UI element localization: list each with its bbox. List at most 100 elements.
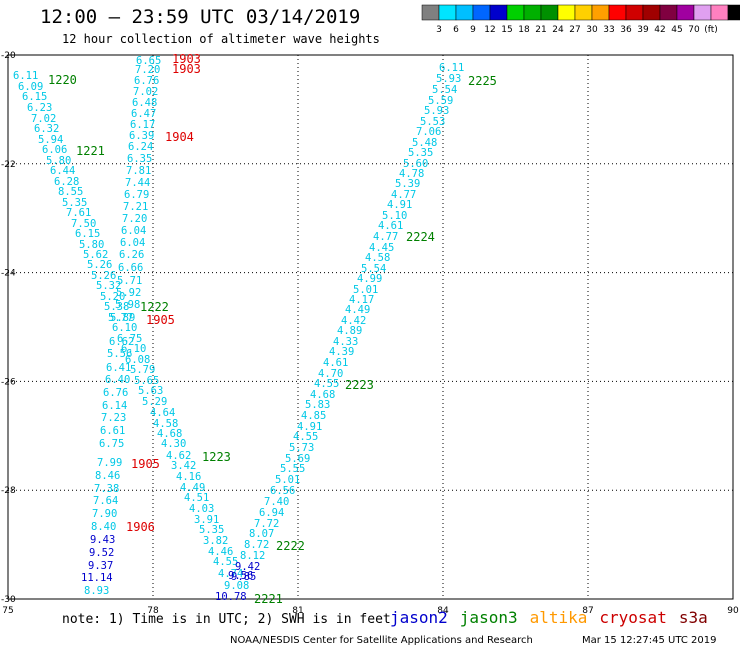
track-C: 6.115.935.545.595.935.537.065.485.355.60… (231, 62, 497, 606)
lon-tick-label: 84 (437, 606, 449, 616)
colorbar-label: 18 (518, 25, 530, 35)
colorbar-swatch (693, 4, 712, 21)
wave-height-label: 4.55 (293, 431, 318, 443)
wave-height-label: 5.35 (62, 197, 87, 209)
time-label: 2222 (276, 539, 305, 553)
wave-height-label: 7.21 (123, 201, 148, 213)
wave-height-label: 4.30 (161, 438, 186, 450)
wave-height-label: 5.54 (361, 263, 386, 275)
wave-height-label: 4.74 (218, 568, 243, 580)
wave-height-label: 8.40 (91, 521, 116, 533)
wave-height-label: 7.72 (254, 518, 279, 530)
wave-height-label: 8.46 (95, 470, 120, 482)
satellite-legend-item: jason3 (459, 608, 518, 627)
wave-height-label: 6.75 (99, 438, 124, 450)
wave-height-label: 6.75 (117, 333, 142, 345)
wave-height-label: 8.07 (249, 528, 274, 540)
wave-height-label: 4.55 (314, 378, 339, 390)
wave-height-label: 6.79 (124, 189, 149, 201)
colorbar-swatch (676, 4, 695, 21)
lat-tick-label: -20 (1, 51, 16, 61)
wave-height-label: 6.62 (109, 336, 134, 348)
colorbar-label: 70 (688, 25, 700, 35)
colorbar-label: 45 (671, 25, 682, 35)
wave-height-label: 8.93 (84, 585, 109, 597)
wave-height-label: 9.42 (235, 561, 260, 573)
wave-height-label: 7.99 (97, 457, 122, 469)
time-label: 2224 (406, 230, 435, 244)
lon-tick-label: 78 (147, 606, 159, 616)
colorbar-swatch (727, 4, 740, 21)
wave-height-label: 5.83 (305, 399, 330, 411)
lat-tick-label: -28 (1, 486, 16, 496)
lat-tick-label: -30 (1, 595, 16, 605)
colorbar-label: (ft) (704, 25, 718, 35)
colorbar-label: 21 (535, 25, 546, 35)
wave-height-label: 5.98 (115, 299, 140, 311)
wave-height-label: 4.70 (318, 368, 343, 380)
colorbar-label: 15 (501, 25, 512, 35)
wave-height-label: 5.59 (428, 95, 453, 107)
wave-height-label: 5.60 (403, 158, 428, 170)
wave-height-label: 5.01 (275, 474, 300, 486)
wave-height-label: 6.61 (100, 425, 125, 437)
wave-height-label: 5.73 (289, 442, 314, 454)
wave-height-label: 6.15 (75, 228, 100, 240)
generated-timestamp: Mar 15 12:27:45 UTC 2019 (582, 635, 717, 646)
wave-height-label: 7.06 (416, 126, 441, 138)
wave-height-label: 6.48 (132, 97, 157, 109)
colorbar-label: 36 (620, 25, 632, 35)
wave-height-label: 6.10 (121, 343, 146, 355)
wave-height-label: 4.89 (337, 325, 362, 337)
wave-height-label: 6.11 (439, 62, 464, 74)
wave-height-label: 9.85 (231, 571, 256, 583)
wave-height-label: 4.99 (357, 273, 382, 285)
wave-height-label: 4.33 (333, 336, 358, 348)
time-label: 1905 (146, 313, 175, 327)
wave-height-label: 5.63 (138, 385, 163, 397)
wave-height-label: 7.40 (264, 496, 289, 508)
wave-height-label: 4.91 (297, 421, 322, 433)
wave-height-label: 7.23 (101, 412, 126, 424)
satellite-legend-item: cryosat (599, 608, 667, 627)
wave-height-label: 10.78 (215, 591, 247, 603)
satellite-legend-item: s3a (678, 608, 708, 627)
wave-height-label: 5.10 (382, 210, 407, 222)
wave-height-label: 5.54 (432, 84, 457, 96)
wave-height-label: 8.55 (58, 186, 83, 198)
wave-height-label: 11.14 (81, 572, 113, 584)
wave-height-label: 5.01 (353, 284, 378, 296)
colorbar-label: 39 (637, 25, 649, 35)
time-label: 1223 (202, 450, 231, 464)
wave-height-label: 9.52 (89, 547, 114, 559)
wave-height-label: 5.32 (96, 280, 121, 292)
wave-height-label: 5.26 (87, 259, 112, 271)
wave-height-label: 5.89 (110, 312, 135, 324)
wave-height-label: 9.43 (90, 534, 115, 546)
wave-height-label: 5.53 (420, 116, 445, 128)
wave-height-label: 3.82 (203, 535, 228, 547)
wave-height-label: 4.16 (176, 471, 201, 483)
wave-height-label: 5.38 (104, 301, 129, 313)
wave-height-label: 6.28 (54, 176, 79, 188)
colorbar-label: 3 (436, 25, 442, 35)
wave-height-label: 4.91 (387, 199, 412, 211)
wave-height-label: 4.61 (323, 357, 348, 369)
lon-tick-label: 87 (582, 606, 593, 616)
colorbar-swatch (557, 4, 576, 21)
colorbar-swatch (472, 4, 491, 21)
colorbar-label: 30 (586, 25, 598, 35)
wave-height-label: 7.61 (66, 207, 91, 219)
wave-height-label: 6.26 (119, 249, 144, 261)
wave-height-label: 5.94 (38, 134, 63, 146)
wave-height-label: 9.37 (88, 560, 113, 572)
colorbar-label: 27 (569, 25, 580, 35)
wave-height-label: 5.93 (424, 105, 449, 117)
colorbar-swatch (625, 4, 644, 21)
wave-height-label: 5.35 (408, 147, 433, 159)
time-label: 1221 (76, 144, 105, 158)
wave-height-label: 6.06 (42, 144, 67, 156)
colorbar-label: 12 (484, 25, 495, 35)
satellite-legend-item: altika (529, 608, 588, 627)
colorbar-swatch (659, 4, 678, 21)
